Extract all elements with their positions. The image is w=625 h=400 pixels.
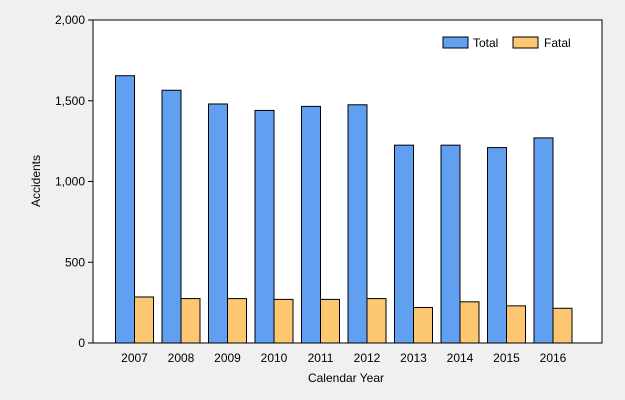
y-tick-label: 0 [78,336,85,350]
legend-label-fatal: Fatal [544,36,571,50]
x-tick-label: 2014 [447,351,474,365]
y-tick-label: 1,000 [55,175,85,189]
legend-swatch-fatal [512,36,539,49]
x-tick-label: 2012 [354,351,381,365]
bars [115,75,573,344]
x-tick-label: 2009 [214,351,241,365]
bar-total-2008 [161,89,182,344]
y-tick-label: 1,500 [55,94,85,108]
bar-total-2012 [347,104,368,344]
bar-total-2015 [487,147,507,344]
x-tick-label: 2015 [493,351,520,365]
legend-label-total: Total [473,36,498,50]
y-tick-label: 500 [65,255,85,269]
x-tick-label: 2011 [308,351,334,365]
bar-fatal-2014 [459,301,480,344]
bar-fatal-2012 [366,298,387,344]
bar-total-2011 [301,105,321,344]
x-axis-label: Calendar Year [308,371,384,385]
x-tick-label: 2013 [400,351,427,365]
bar-total-2010 [254,109,275,344]
y-axis: 0 500 1,000 1,500 2,000 [55,13,93,350]
x-tick-label: 2010 [261,351,288,365]
x-tick-label: 2008 [168,351,195,365]
bar-total-2014 [440,144,461,344]
y-axis-label: Accidents [29,155,43,207]
legend-swatch-total [442,36,469,49]
x-tick-label: 2007 [121,351,148,365]
bar-total-2009 [208,103,228,344]
bar-total-2013 [394,144,414,344]
bar-total-2016 [533,137,554,344]
x-tick-label: 2016 [540,351,567,365]
bar-fatal-2009 [227,298,247,344]
bar-total-2007 [115,75,135,344]
bar-fatal-2010 [273,298,294,344]
bar-fatal-2015 [506,305,526,344]
x-axis: 2007 2008 2009 2010 2011 2012 2013 2014 2015 2016 [121,351,567,365]
bar-fatal-2007 [134,296,154,344]
bar-fatal-2011 [320,298,340,344]
bar-fatal-2008 [180,298,201,344]
bar-fatal-2016 [552,307,573,344]
y-tick-label: 2,000 [55,13,85,27]
legend: Total Fatal [442,36,571,50]
bar-fatal-2013 [413,306,433,344]
